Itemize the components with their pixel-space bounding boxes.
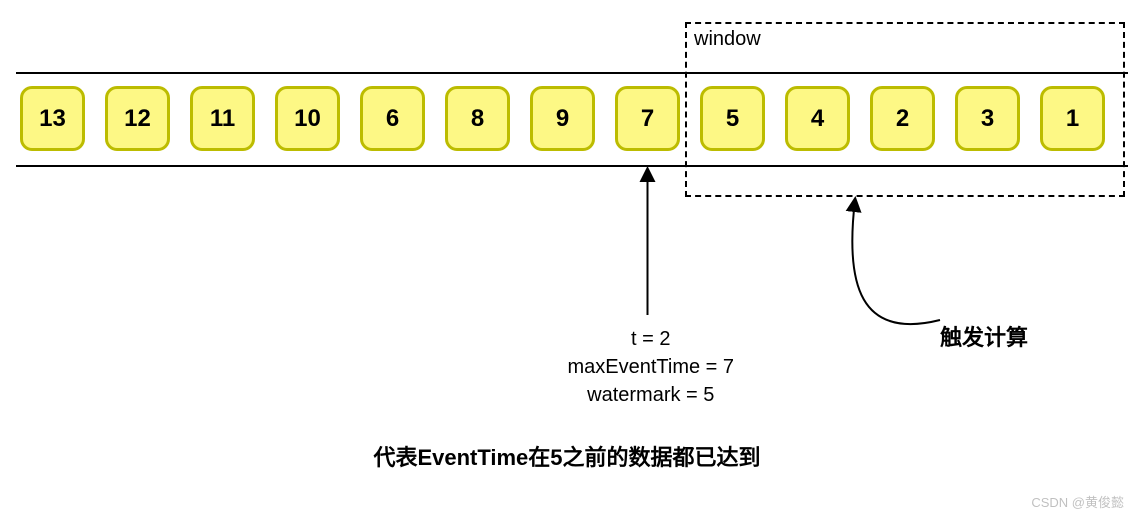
trigger-label: 触发计算	[940, 320, 1028, 352]
event-box: 7	[615, 86, 680, 151]
window-label: window	[694, 28, 761, 51]
event-box: 13	[20, 86, 85, 151]
watermark-credit: CSDN @黄俊懿	[1031, 492, 1124, 511]
event-box: 12	[105, 86, 170, 151]
event-box: 2	[870, 86, 935, 151]
event-box: 3	[955, 86, 1020, 151]
event-box: 8	[445, 86, 510, 151]
event-box: 6	[360, 86, 425, 151]
caption: 代表EventTime在5之前的数据都已达到	[0, 440, 1134, 472]
event-box: 5	[700, 86, 765, 151]
event-box: 4	[785, 86, 850, 151]
event-box: 9	[530, 86, 595, 151]
pointer-info: t = 2 maxEventTime = 7 watermark = 5	[568, 325, 735, 409]
event-box: 11	[190, 86, 255, 151]
event-box: 1	[1040, 86, 1105, 151]
event-row: 13 12 11 10 689754231	[20, 86, 1128, 152]
event-box: 10	[275, 86, 340, 151]
